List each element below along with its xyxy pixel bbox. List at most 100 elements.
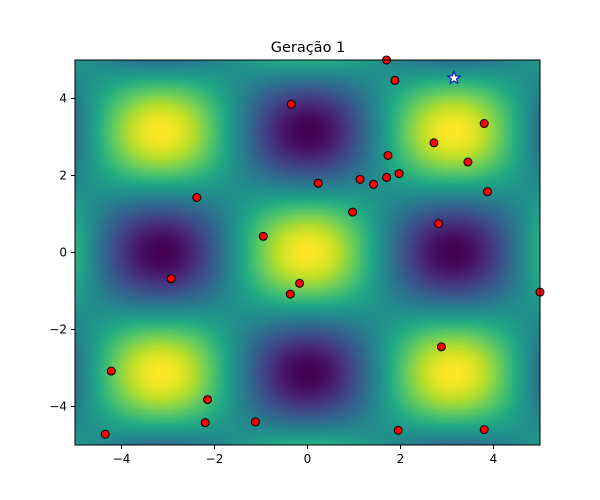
heatmap-cell (87, 113, 92, 118)
heatmap-cell (109, 106, 113, 110)
heatmap-cell (90, 301, 95, 305)
heatmap-cell (90, 124, 95, 128)
heatmap-cell (96, 378, 101, 382)
heatmap-cell (106, 247, 110, 251)
heatmap-cell (90, 409, 95, 413)
heatmap-cell (109, 139, 113, 143)
heatmap-cell (99, 303, 104, 307)
heatmap-cell (102, 409, 107, 413)
heatmap-cell (87, 119, 92, 123)
heatmap-cell (99, 203, 104, 207)
heatmap-cell (84, 219, 88, 223)
heatmap-cell (75, 90, 79, 94)
heatmap-cell (106, 409, 110, 413)
heatmap-cell (102, 180, 107, 184)
heatmap-cell (78, 67, 82, 71)
heatmap-cell (87, 183, 92, 187)
heatmap-cell (93, 352, 98, 356)
heatmap-cell (96, 291, 101, 295)
heatmap-cell (87, 416, 92, 420)
heatmap-cell (81, 77, 85, 82)
heatmap-cell (102, 98, 107, 102)
heatmap-cell (78, 293, 82, 297)
heatmap-cell (109, 67, 113, 71)
heatmap-cell (90, 303, 95, 307)
heatmap-cell (99, 365, 104, 369)
heatmap-cell (93, 362, 98, 367)
heatmap-cell (99, 427, 104, 431)
heatmap-cell (90, 80, 95, 84)
heatmap-cell (78, 203, 82, 207)
heatmap-cell (87, 172, 92, 177)
heatmap-cell (90, 429, 95, 433)
heatmap-cell (75, 116, 79, 120)
heatmap-cell (109, 152, 113, 156)
heatmap-cell (81, 190, 85, 195)
heatmap-cell (102, 252, 107, 256)
heatmap-cell (84, 188, 88, 192)
heatmap-cell (99, 206, 104, 210)
heatmap-cell (75, 403, 79, 408)
heatmap-cell (87, 396, 92, 400)
heatmap-cell (75, 214, 79, 218)
heatmap-cell (81, 101, 85, 105)
heatmap-cell (96, 134, 101, 138)
heatmap-cell (93, 267, 98, 272)
heatmap-cell (87, 278, 92, 282)
heatmap-cell (93, 201, 98, 205)
heatmap-cell (78, 162, 82, 166)
heatmap-cell (99, 298, 104, 302)
heatmap-cell (84, 280, 88, 284)
heatmap-cell (99, 67, 104, 71)
heatmap-cell (106, 113, 110, 118)
heatmap-cell (106, 416, 110, 420)
heatmap-cell (90, 375, 95, 379)
heatmap-cell (99, 342, 104, 346)
heatmap-cell (87, 265, 92, 269)
heatmap-cell (75, 257, 79, 261)
heatmap-cell (78, 101, 82, 105)
heatmap-cell (75, 355, 79, 359)
heatmap-cell (99, 421, 104, 426)
heatmap-cell (84, 193, 88, 197)
heatmap-cell (99, 334, 104, 338)
heatmap-cell (84, 180, 88, 184)
heatmap-cell (78, 414, 82, 418)
heatmap-cell (109, 111, 113, 115)
heatmap-cell (96, 391, 101, 395)
heatmap-cell (84, 167, 88, 171)
heatmap-cell (87, 196, 92, 200)
heatmap-cell (87, 121, 92, 125)
heatmap-cell (93, 306, 98, 310)
heatmap-cell (106, 411, 110, 415)
heatmap-cell (99, 119, 104, 123)
heatmap-cell (96, 162, 101, 166)
heatmap-cell (106, 306, 110, 310)
heatmap-cell (96, 193, 101, 197)
heatmap-cell (84, 70, 88, 74)
heatmap-cell (90, 234, 95, 238)
heatmap-cell (84, 319, 88, 323)
heatmap-cell (106, 98, 110, 102)
heatmap-cell (81, 298, 85, 302)
heatmap-cell (84, 234, 88, 238)
heatmap-cell (96, 319, 101, 323)
heatmap-cell (106, 224, 110, 228)
heatmap-cell (93, 224, 98, 228)
heatmap-cell (90, 147, 95, 151)
heatmap-cell (96, 108, 101, 112)
heatmap-cell (78, 265, 82, 269)
heatmap-cell (93, 196, 98, 200)
heatmap-cell (106, 134, 110, 138)
heatmap-cell (96, 221, 101, 225)
heatmap-cell (99, 221, 104, 225)
heatmap-cell (87, 229, 92, 233)
heatmap-cell (90, 385, 95, 390)
heatmap-cell (87, 95, 92, 100)
heatmap-cell (87, 306, 92, 310)
heatmap-cell (90, 131, 95, 136)
heatmap-cell (96, 170, 101, 174)
heatmap-cell (106, 385, 110, 390)
heatmap-cell (93, 72, 98, 76)
heatmap-cell (84, 119, 88, 123)
